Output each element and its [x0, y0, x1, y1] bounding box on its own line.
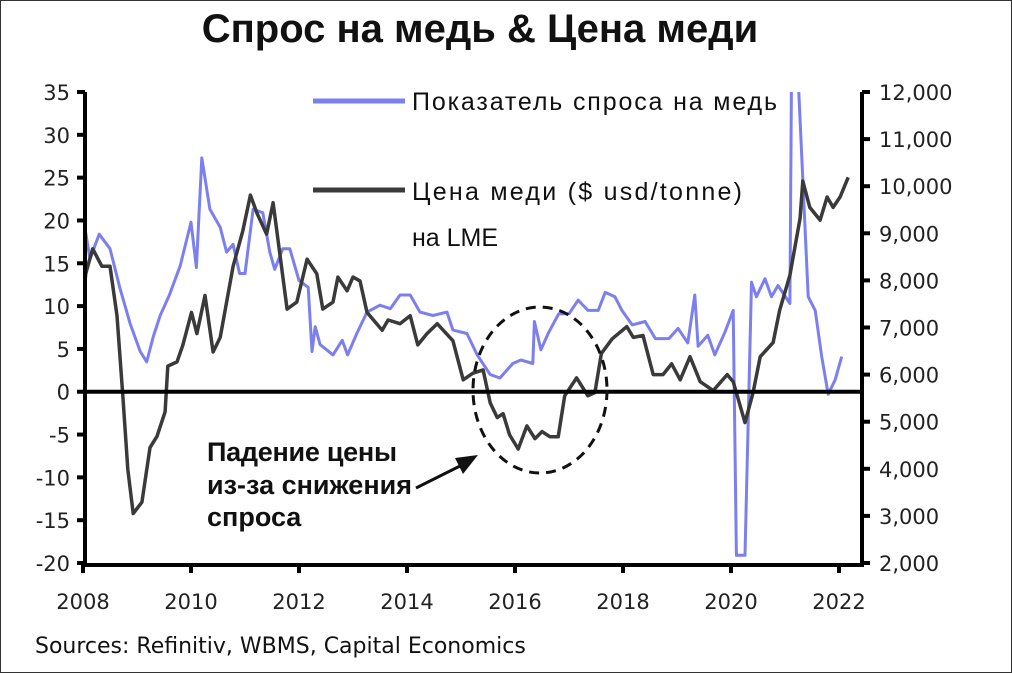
right-tick-label: 4,000 — [879, 458, 939, 482]
left-tick-label: 20 — [43, 209, 70, 233]
left-tick-label: -20 — [36, 552, 70, 576]
legend: Показатель спроса на медь Цена меди ($ u… — [313, 88, 777, 252]
x-tick-label: 2012 — [272, 590, 325, 614]
left-tick-label: 35 — [43, 81, 70, 105]
series-price-line — [85, 176, 850, 516]
left-tick-label: 5 — [57, 338, 70, 362]
left-tick-label: -5 — [49, 424, 70, 448]
left-tick-label: 30 — [43, 124, 70, 148]
left-tick-label: 15 — [43, 252, 70, 276]
left-tick-label: 10 — [43, 295, 70, 319]
right-tick-label: 12,000 — [879, 81, 952, 105]
right-tick-label: 10,000 — [879, 175, 952, 199]
right-tick-label: 5,000 — [879, 411, 939, 435]
legend-label-price-2: на LME — [412, 224, 498, 252]
left-tick-label: 25 — [43, 167, 70, 191]
annotation-line-1: Падение цены — [207, 437, 397, 467]
left-tick-label: 0 — [57, 381, 70, 405]
annotation-line-2: из-за снижения — [207, 470, 412, 500]
x-tick-label: 2010 — [164, 590, 217, 614]
annotation-ellipse — [471, 305, 609, 475]
annotation-line-3: спроса — [207, 502, 302, 532]
series-demand-line — [85, 92, 844, 557]
left-tick-label: -15 — [36, 509, 70, 533]
annotation: Падение цены из-за снижения спроса — [207, 305, 609, 532]
x-tick-label: 2016 — [488, 590, 541, 614]
x-tick-label: 2022 — [812, 590, 865, 614]
right-tick-label: 2,000 — [879, 552, 939, 576]
x-tick-label: 2008 — [56, 590, 109, 614]
legend-label-demand: Показатель спроса на медь — [412, 88, 777, 116]
left-tick-label: -10 — [36, 466, 70, 490]
source-note: Sources: Refinitiv, WBMS, Capital Econom… — [35, 634, 526, 659]
x-tick-label: 2014 — [380, 590, 433, 614]
x-tick-label: 2020 — [704, 590, 757, 614]
annotation-arrow-head — [455, 455, 478, 474]
legend-label-price: Цена меди ($ usd/tonne) — [412, 178, 742, 206]
right-tick-label: 11,000 — [879, 128, 952, 152]
x-tick-label: 2018 — [596, 590, 649, 614]
right-tick-label: 9,000 — [879, 222, 939, 246]
right-tick-label: 8,000 — [879, 269, 939, 293]
annotation-arrow-shaft — [415, 463, 463, 490]
chart-title: Спрос на медь & Цена меди — [202, 7, 758, 51]
right-tick-label: 6,000 — [879, 364, 939, 388]
right-tick-label: 7,000 — [879, 317, 939, 341]
right-tick-label: 3,000 — [879, 505, 939, 529]
